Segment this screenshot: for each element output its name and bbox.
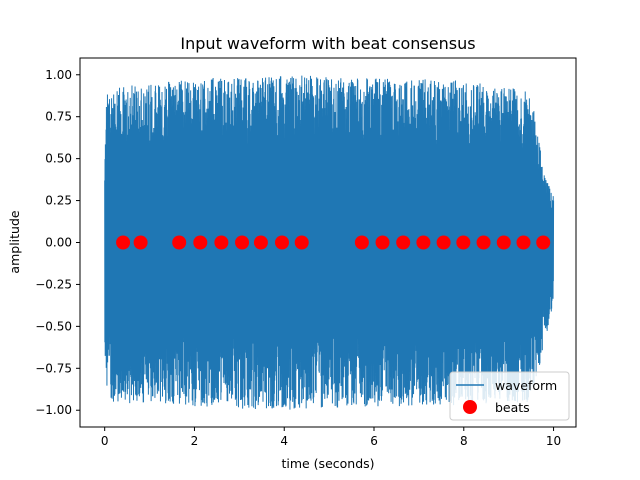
beat-marker	[133, 235, 148, 250]
y-tick-label: 1.00	[45, 68, 72, 82]
beat-marker	[496, 235, 511, 250]
x-axis: 0 2 4 6 8 10	[101, 427, 561, 448]
y-tick-label: 0.25	[45, 194, 72, 208]
x-tick-label: 10	[546, 434, 561, 448]
y-tick-label: 0.75	[45, 110, 72, 124]
x-tick-label: 8	[460, 434, 468, 448]
beat-marker	[193, 235, 208, 250]
waveform-line	[104, 75, 555, 410]
x-axis-label: time (seconds)	[281, 456, 374, 471]
beat-marker	[214, 235, 229, 250]
beat-marker	[354, 235, 369, 250]
beat-marker	[375, 235, 390, 250]
beat-marker	[172, 235, 187, 250]
beat-marker	[516, 235, 531, 250]
y-tick-label: −0.25	[35, 277, 72, 291]
beat-marker	[274, 235, 289, 250]
beat-marker	[116, 235, 131, 250]
beat-marker	[536, 235, 551, 250]
legend-waveform-label: waveform	[495, 378, 557, 393]
x-tick-label: 6	[370, 434, 378, 448]
beat-marker	[235, 235, 250, 250]
legend: waveform beats	[449, 371, 570, 421]
y-axis: −1.00 −0.75 −0.50 −0.25 0.00 0.25 0.50 0.75 1.00	[35, 68, 80, 417]
y-tick-label: −1.00	[35, 403, 72, 417]
legend-box	[449, 371, 570, 421]
waveform-series	[104, 75, 555, 410]
beats-series	[116, 235, 551, 250]
y-tick-label: 0.00	[45, 236, 72, 250]
y-tick-label: 0.50	[45, 152, 72, 166]
chart-title: Input waveform with beat consensus	[180, 34, 475, 53]
x-tick-label: 4	[280, 434, 288, 448]
x-tick-label: 0	[101, 434, 109, 448]
legend-beats-swatch	[463, 400, 477, 414]
beat-marker	[396, 235, 411, 250]
x-tick-label: 2	[191, 434, 199, 448]
beat-marker	[476, 235, 491, 250]
y-axis-label: amplitude	[7, 210, 22, 273]
y-tick-label: −0.50	[35, 319, 72, 333]
beat-marker	[294, 235, 309, 250]
beat-marker	[436, 235, 451, 250]
legend-beats-label: beats	[495, 400, 530, 415]
beat-marker	[456, 235, 471, 250]
beat-marker	[416, 235, 431, 250]
y-tick-label: −0.75	[35, 361, 72, 375]
beat-marker	[253, 235, 268, 250]
